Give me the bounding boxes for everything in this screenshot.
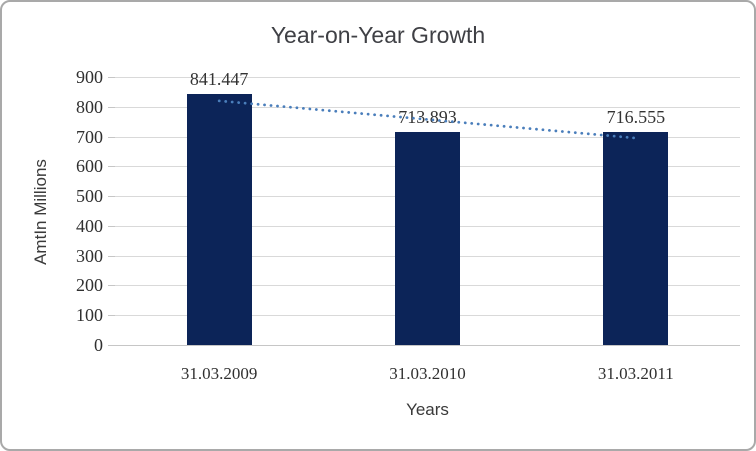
x-axis-title: Years — [406, 400, 449, 419]
plot-area: 841.447 713.893 716.555 — [108, 70, 740, 346]
x-axis-line — [115, 345, 740, 346]
bar-31.03.2009 — [186, 94, 252, 345]
bar-value-label: 713.893 — [398, 107, 457, 128]
bar-value-label: 716.555 — [606, 106, 666, 127]
x-tick-label: 31.03.2009 — [180, 364, 258, 383]
y-tick-label: 300 — [76, 245, 103, 266]
y-axis-title: AmtIn Millions — [31, 159, 50, 265]
y-tick-label: 800 — [76, 96, 103, 117]
y-tick-label: 200 — [76, 275, 103, 296]
y-tick-label: 100 — [76, 305, 103, 326]
gridline — [115, 106, 740, 108]
bar-31.03.2011 — [603, 131, 669, 345]
chart-title: Year-on-Year Growth — [270, 22, 486, 48]
y-tick-label: 400 — [76, 215, 103, 236]
y-tick-mark — [108, 285, 115, 287]
bar-value-label: 841.447 — [189, 69, 249, 90]
y-tick-mark — [108, 315, 115, 317]
y-tick-mark — [108, 166, 115, 168]
trendline — [217, 99, 638, 140]
y-tick-mark — [108, 136, 115, 138]
y-tick-mark — [108, 77, 115, 78]
y-tick-label: 900 — [76, 67, 103, 87]
y-tick-mark — [108, 225, 115, 227]
gridline — [115, 77, 740, 78]
y-tick-mark — [108, 106, 115, 108]
y-tick-label: 500 — [76, 186, 103, 207]
bar-31.03.2010 — [395, 132, 460, 345]
y-tick-label: 600 — [76, 156, 103, 177]
y-tick-label: 700 — [76, 126, 103, 147]
y-tick-label: 0 — [94, 335, 103, 355]
y-tick-mark — [108, 345, 115, 346]
y-tick-mark — [108, 196, 115, 198]
x-tick-label: 31.03.2010 — [389, 364, 466, 383]
y-tick-mark — [108, 255, 115, 257]
x-tick-label: 31.03.2011 — [597, 364, 674, 383]
